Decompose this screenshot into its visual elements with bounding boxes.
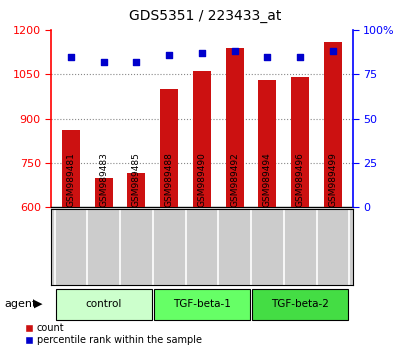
Bar xyxy=(225,48,243,207)
Bar xyxy=(290,77,308,207)
Bar xyxy=(323,42,341,207)
Point xyxy=(100,59,107,65)
Bar xyxy=(193,72,210,207)
Point xyxy=(296,54,303,59)
Bar xyxy=(62,130,80,207)
Point xyxy=(263,54,270,59)
Point xyxy=(198,50,205,56)
Text: TGF-beta-1: TGF-beta-1 xyxy=(173,299,230,309)
Bar xyxy=(160,89,178,207)
Point xyxy=(166,52,172,58)
Bar xyxy=(127,173,145,207)
Bar xyxy=(153,289,249,320)
Bar xyxy=(55,289,151,320)
Bar xyxy=(252,289,348,320)
Legend: count, percentile rank within the sample: count, percentile rank within the sample xyxy=(21,319,205,349)
Point xyxy=(67,54,74,59)
Bar xyxy=(94,178,112,207)
Text: agent: agent xyxy=(4,299,36,309)
Text: TGF-beta-2: TGF-beta-2 xyxy=(271,299,328,309)
Text: ▶: ▶ xyxy=(34,299,43,309)
Point xyxy=(329,48,335,54)
Text: control: control xyxy=(85,299,121,309)
Point xyxy=(231,48,237,54)
Bar xyxy=(258,80,276,207)
Point xyxy=(133,59,139,65)
Text: GDS5351 / 223433_at: GDS5351 / 223433_at xyxy=(128,9,281,23)
